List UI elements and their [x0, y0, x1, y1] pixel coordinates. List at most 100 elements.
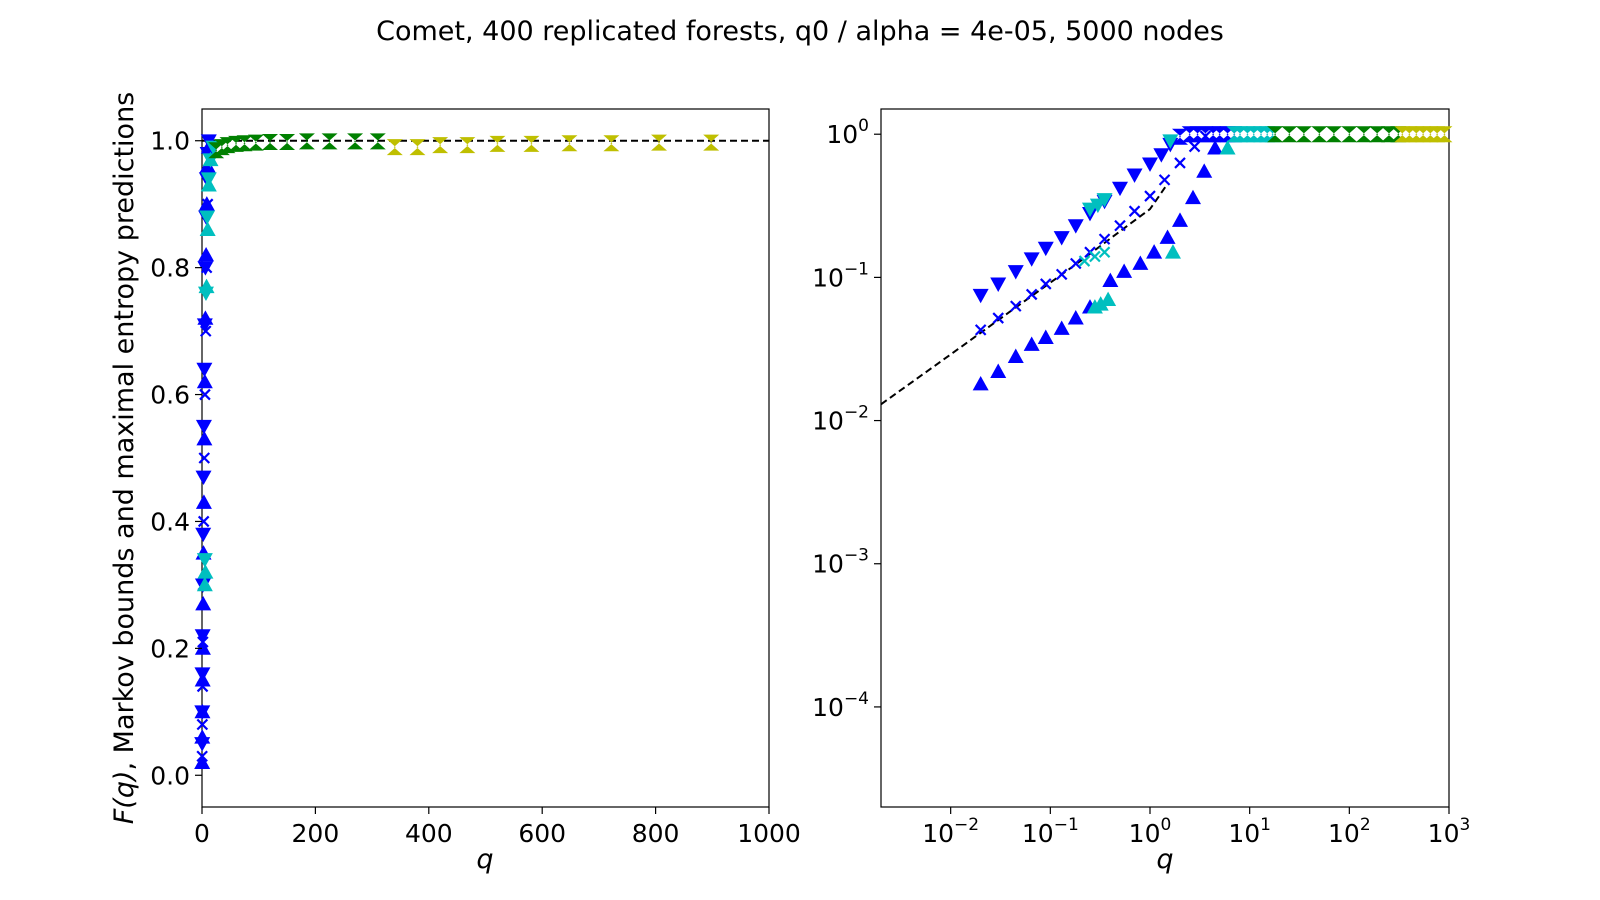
right-cyan-triangle-down-point — [1162, 134, 1179, 149]
right-blue-triangle-down-point — [990, 277, 1007, 292]
left-blue-triangle-up-point — [194, 754, 211, 769]
left-green-hourglass-point — [279, 133, 296, 150]
left-yellow-hourglass-point — [703, 134, 720, 151]
right-cyan-hourglass-point — [1226, 126, 1243, 143]
right-yellow-hourglass-point — [1394, 126, 1411, 143]
left-yellow-hourglass-point — [409, 139, 426, 156]
right-cyan-triangle-up-point — [1164, 244, 1181, 259]
right-blue-triangle-up-point — [1159, 229, 1176, 244]
left-cyan-triangle-up-point — [197, 564, 214, 579]
left-axis-ticks: 0 200 400 600 800 1000 0.0 0.2 0.4 0.6 0.8 1.0 — [150, 127, 801, 848]
left-blue-x-point — [199, 388, 211, 401]
right-blue-triangle-up-point — [1172, 212, 1189, 227]
left-green-hourglass-point — [262, 133, 279, 150]
right-yellow-hourglass-point — [1408, 126, 1425, 143]
right-blue-triangle-up-point — [1146, 244, 1163, 259]
right-blue-x-point — [1098, 233, 1111, 245]
right-blue-triangle-down-point — [972, 288, 989, 304]
right-blue-triangle-down-point — [1126, 168, 1143, 183]
left-green-hourglass-point — [213, 139, 230, 156]
right-blue-triangle-up-point — [1023, 336, 1040, 351]
left-x-tick-label: 200 — [292, 819, 340, 848]
right-y-tick-label: 100 — [826, 116, 869, 149]
right-axis-ticks: 10−2 10−1 100 101 102 103 10−4 10−3 10−2 10−1 100 — [812, 116, 1470, 848]
left-y-tick-label: 0.8 — [150, 254, 190, 283]
left-x-tick-label: 600 — [518, 819, 566, 848]
left-yellow-hourglass-point — [651, 134, 668, 151]
right-blue-triangle-up-point — [972, 376, 989, 391]
right-blue-triangle-down-point — [1153, 148, 1170, 163]
left-blue-triangle-down-point — [194, 737, 211, 752]
left-blue-x-point — [197, 515, 210, 528]
left-cyan-triangle-up-point — [196, 576, 213, 592]
right-blue-x-point — [1158, 174, 1171, 186]
left-plot-frame — [201, 108, 770, 808]
left-green-hourglass-point — [369, 133, 386, 150]
right-blue-hourglass-point — [1197, 126, 1214, 143]
left-green-hourglass-point — [228, 135, 245, 152]
right-blue-triangle-down-point — [1023, 252, 1040, 267]
right-blue-triangle-down-point — [1053, 231, 1070, 246]
right-x-tick-label: 10−1 — [1022, 815, 1079, 848]
left-data-marks — [194, 133, 720, 769]
left-yellow-hourglass-point — [459, 137, 476, 154]
right-y-tick-label: 10−3 — [812, 546, 869, 579]
left-x-tick-label: 1000 — [737, 819, 801, 848]
left-blue-x-point — [201, 198, 214, 210]
right-yellow-hourglass-point — [1401, 126, 1418, 143]
left-blue-x-point — [196, 718, 209, 731]
right-blue-triangle-up-point — [1007, 348, 1024, 363]
right-y-tick-label: 10−4 — [812, 689, 869, 722]
right-green-hourglass-point — [1325, 126, 1342, 143]
left-cyan-triangle-down-point — [199, 210, 216, 225]
right-blue-hourglass-point — [1189, 126, 1206, 143]
left-cyan-triangle-down-point — [197, 286, 214, 302]
right-y-tick-label: 10−2 — [812, 403, 869, 436]
right-cyan-triangle-up-point — [1100, 291, 1117, 306]
left-blue-triangle-down-point — [195, 527, 212, 543]
left-yellow-hourglass-point — [386, 139, 403, 156]
right-cyan-x-point — [1089, 250, 1101, 263]
right-blue-hourglass-point — [1219, 126, 1236, 143]
left-green-hourglass-point — [219, 137, 236, 154]
right-blue-triangle-up-point — [1102, 272, 1119, 287]
left-y-tick-label: 0.6 — [150, 381, 190, 410]
left-blue-x-point — [196, 680, 209, 693]
right-blue-triangle-down-point — [1141, 157, 1158, 172]
right-blue-triangle-up-point — [1184, 189, 1201, 205]
right-blue-x-point — [1039, 278, 1052, 290]
left-blue-triangle-down-point — [195, 470, 212, 486]
left-yellow-hourglass-point — [603, 135, 620, 152]
left-blue-triangle-up-point — [198, 246, 215, 262]
right-yellow-hourglass-point — [1436, 126, 1453, 143]
left-yellow-hourglass-point — [523, 135, 540, 152]
left-blue-triangle-down-point — [194, 667, 211, 682]
right-blue-hourglass-point — [1181, 126, 1198, 143]
left-y-tick-label: 0.0 — [150, 761, 190, 790]
right-green-hourglass-point — [1341, 126, 1358, 143]
chart-title: Comet, 400 replicated forests, q0 / alph… — [376, 16, 1224, 47]
right-yellow-hourglass-point — [1429, 126, 1446, 143]
left-blue-triangle-down-point — [194, 705, 211, 720]
right-x-axis-label: q — [1156, 844, 1173, 875]
left-blue-triangle-up-point — [194, 640, 211, 655]
right-blue-x-point — [1188, 140, 1201, 153]
right-blue-x-point — [1055, 268, 1068, 281]
left-blue-triangle-up-point — [196, 430, 213, 446]
right-x-tick-label: 101 — [1228, 815, 1271, 848]
right-x-tick-label: 100 — [1129, 815, 1172, 848]
right-cyan-hourglass-point — [1239, 126, 1256, 143]
right-blue-triangle-up-point — [1132, 255, 1149, 270]
right-cyan-triangle-down-point — [1081, 202, 1098, 218]
right-yellow-hourglass-point — [1415, 126, 1432, 143]
left-green-hourglass-point — [247, 134, 264, 151]
left-x-tick-label: 800 — [632, 819, 680, 848]
right-blue-triangle-up-point — [1207, 140, 1224, 155]
left-blue-triangle-down-point — [195, 419, 212, 435]
right-blue-x-point — [1009, 300, 1022, 312]
right-cyan-triangle-up-point — [1219, 140, 1236, 155]
right-green-hourglass-point — [1267, 126, 1284, 143]
right-green-hourglass-point — [1355, 126, 1372, 143]
right-cyan-hourglass-point — [1232, 126, 1249, 143]
right-blue-triangle-down-point — [1007, 265, 1024, 280]
